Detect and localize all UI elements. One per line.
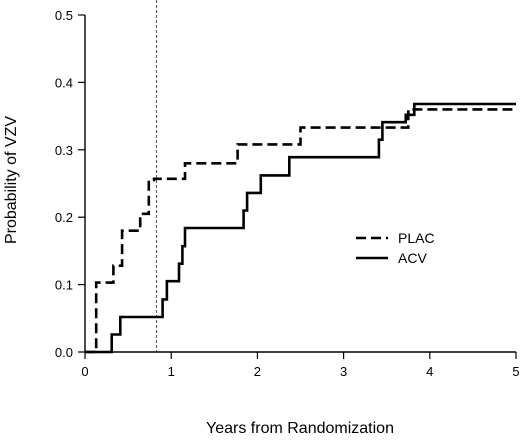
- x-tick-label: 4: [426, 364, 433, 379]
- y-tick-label: 0.2: [55, 210, 73, 225]
- axes-layer: 0 1 2 3 4 5 0.0 0.1 0.2 0.3 0.4 0.5: [55, 8, 520, 379]
- series-line-plac: [85, 108, 516, 354]
- y-tick-label: 0.4: [55, 75, 73, 90]
- x-tick-label: 3: [340, 364, 347, 379]
- x-tick-label: 5: [512, 364, 519, 379]
- y-tick-label: 0.3: [55, 143, 73, 158]
- legend-label-plac: PLAC: [398, 230, 435, 246]
- series-layer: [85, 102, 516, 354]
- legend: PLAC ACV: [356, 230, 435, 266]
- x-tick-label: 0: [81, 364, 88, 379]
- x-tick-label: 2: [254, 364, 261, 379]
- y-tick-label: 0.1: [55, 278, 73, 293]
- x-tick-label: 1: [168, 364, 175, 379]
- y-axis-title: Probability of VZV: [3, 116, 20, 244]
- series-line-acv: [85, 102, 516, 354]
- x-axis-title: Years from Randomization: [206, 420, 394, 437]
- y-tick-label: 0.5: [55, 8, 73, 23]
- legend-label-acv: ACV: [398, 250, 427, 266]
- y-tick-label: 0.0: [55, 345, 73, 360]
